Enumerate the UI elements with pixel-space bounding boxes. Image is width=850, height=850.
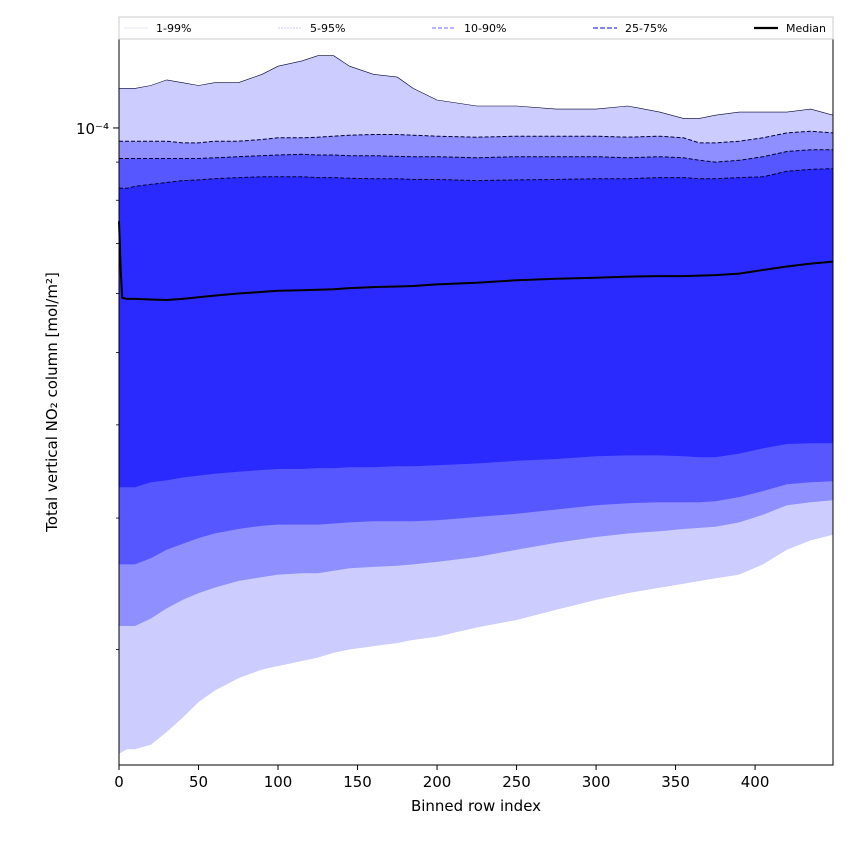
band-upper-line-1-99%: [119, 55, 834, 119]
x-tick-label: 250: [502, 773, 531, 791]
legend-label: 10-90%: [464, 22, 506, 35]
legend: 1-99% 5-95% 10-90% 25-75% Median: [118, 16, 834, 40]
legend-label: 5-95%: [310, 22, 345, 35]
median-line: [118, 221, 834, 302]
x-tick-label: 100: [264, 773, 293, 791]
x-tick-label: 300: [582, 773, 611, 791]
x-tick-label: 50: [189, 773, 208, 791]
x-tick-label: 350: [661, 773, 690, 791]
legend-label: 1-99%: [156, 22, 191, 35]
median-layer: [118, 221, 834, 302]
x-tick-label: 150: [343, 773, 372, 791]
legend-label: Median: [786, 22, 826, 35]
x-tick-label: 0: [114, 773, 124, 791]
percentile-bands: [119, 55, 834, 754]
y-axis-label: Total vertical NO₂ column [mol/m²]: [43, 272, 61, 533]
x-tick-label: 200: [423, 773, 452, 791]
x-axis-label: Binned row index: [411, 797, 541, 815]
y-axis-ticks: 10⁻⁴: [76, 120, 119, 650]
band-upper-line-5-95%: [119, 130, 834, 144]
legend-label: 25-75%: [625, 22, 667, 35]
band-upper-line-25-75%: [119, 168, 834, 189]
legend-frame: [118, 16, 834, 40]
band-25-75%: [119, 168, 833, 488]
y-tick-label: 10⁻⁴: [76, 120, 109, 138]
x-tick-label: 400: [741, 773, 770, 791]
x-axis-ticks: 0 50 100 150 200 250 300 350 400: [114, 765, 769, 791]
band-upper-line-10-90%: [119, 149, 833, 163]
